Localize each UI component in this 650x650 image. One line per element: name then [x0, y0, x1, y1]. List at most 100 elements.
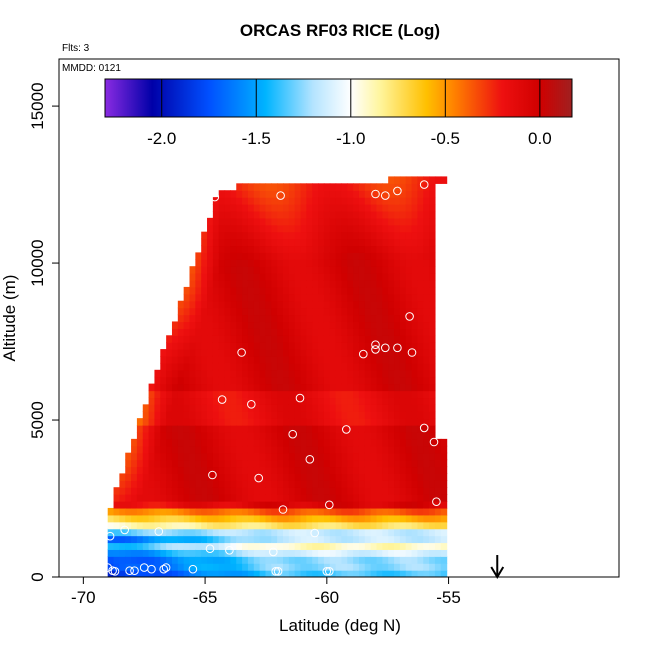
heatmap-cell [171, 494, 179, 502]
heatmap-cell [318, 362, 325, 371]
heatmap-cell [242, 204, 249, 212]
heatmap-cell [207, 390, 214, 399]
heatmap-cell [376, 342, 383, 350]
heatmap-cell [253, 286, 261, 295]
heatmap-cell [166, 487, 173, 495]
heatmap-cell [329, 563, 337, 571]
heatmap-cell [230, 245, 237, 253]
heatmap-cell [423, 563, 430, 571]
heatmap-cell [405, 501, 413, 509]
heatmap-cell [160, 459, 167, 468]
heatmap-cell [154, 425, 161, 433]
heatmap-cell [259, 266, 267, 274]
observation-point [295, 393, 305, 403]
heatmap-cell [271, 321, 278, 329]
heatmap-cell [236, 570, 243, 577]
heatmap-cell [318, 349, 325, 357]
heatmap-cell [341, 335, 348, 343]
heatmap-cell [417, 438, 424, 447]
heatmap-cell [201, 397, 208, 405]
heatmap-cell [364, 390, 372, 399]
heatmap-cell [171, 355, 179, 364]
heatmap-cell [265, 369, 272, 378]
heatmap-cell [247, 307, 255, 316]
heatmap-cell [388, 556, 395, 564]
heatmap-cell [236, 459, 243, 468]
heatmap-cell [224, 328, 232, 336]
heatmap-cell [382, 252, 389, 260]
heatmap-cell [429, 556, 436, 564]
heatmap-cell [283, 314, 290, 323]
heatmap-cell [376, 238, 383, 247]
heatmap-cell [288, 245, 296, 253]
heatmap-cell [288, 473, 296, 481]
heatmap-cell [265, 197, 272, 205]
heatmap-cell [259, 231, 267, 240]
heatmap-cell [429, 563, 436, 571]
heatmap-cell [183, 369, 191, 378]
heatmap-cell [171, 342, 179, 350]
heatmap-cell [125, 459, 132, 468]
heatmap-cell [265, 549, 272, 557]
heatmap-cell [382, 183, 389, 191]
heatmap-cell [312, 466, 319, 474]
heatmap-cell [423, 300, 430, 309]
heatmap-cell [154, 466, 161, 474]
heatmap-cell [300, 245, 307, 253]
heatmap-cell [323, 238, 331, 247]
heatmap-cell [329, 556, 337, 564]
heatmap-cell [218, 349, 226, 357]
heatmap-cell [358, 383, 366, 392]
heatmap-cell [288, 328, 296, 336]
heatmap-cell [399, 390, 407, 399]
heatmap-cell [195, 438, 202, 447]
heatmap-cell [312, 245, 319, 253]
heatmap-cell [131, 473, 138, 481]
heatmap-cell [300, 445, 307, 454]
heatmap-cell [142, 542, 150, 550]
heatmap-cell [189, 535, 196, 544]
heatmap-cell [288, 204, 296, 212]
heatmap-cell [405, 480, 413, 488]
heatmap-cell [230, 342, 237, 350]
heatmap-cell [224, 418, 232, 426]
heatmap-cell [294, 514, 302, 523]
heatmap-cell [283, 210, 290, 219]
heatmap-cell [253, 542, 261, 550]
heatmap-cell [335, 266, 343, 274]
heatmap-cell [300, 273, 307, 281]
heatmap-cell [195, 473, 202, 481]
heatmap-cell [288, 362, 296, 371]
heatmap-cell [318, 307, 325, 316]
heatmap-cell [300, 190, 307, 198]
heatmap-cell [423, 362, 430, 371]
heatmap-cell [341, 514, 348, 523]
heatmap-cell [224, 300, 232, 309]
heatmap-cell [440, 507, 448, 516]
heatmap-cell [294, 259, 302, 267]
heatmap-cell [370, 570, 378, 577]
heatmap-cell [364, 273, 372, 281]
heatmap-cell [230, 252, 237, 260]
heatmap-cell [312, 487, 319, 495]
heatmap-cell [154, 438, 161, 447]
heatmap-cell [236, 286, 243, 295]
heatmap-cell [271, 556, 278, 564]
heatmap-cell [306, 563, 313, 571]
heatmap-cell [423, 280, 430, 288]
heatmap-cell [195, 376, 202, 385]
observation-point [310, 528, 320, 538]
heatmap-cell [405, 369, 413, 378]
heatmap-cell [242, 404, 249, 412]
heatmap-cell [148, 431, 156, 440]
heatmap-cell [171, 335, 179, 343]
heatmap-cell [341, 307, 348, 316]
heatmap-cell [154, 487, 161, 495]
heatmap-cell [136, 431, 144, 440]
observation-point [110, 567, 120, 576]
heatmap-cell [277, 300, 284, 309]
heatmap-cell [195, 252, 202, 260]
heatmap-cell [247, 362, 255, 371]
heatmap-cell [341, 563, 348, 571]
heatmap-cell [242, 411, 249, 419]
